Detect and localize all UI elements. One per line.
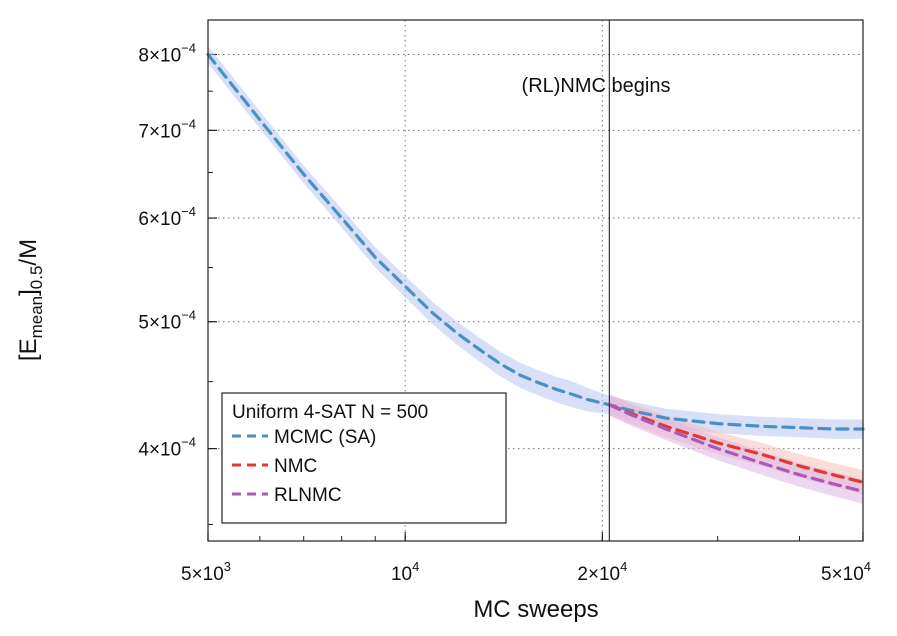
- y-tick-label: 6×10−4: [138, 204, 196, 230]
- legend-entry: NMC: [274, 456, 317, 477]
- series-line: [206, 52, 865, 431]
- y-tick-label: 7×10−4: [138, 116, 196, 142]
- x-tick-label: 5×104: [821, 559, 871, 585]
- y-axis-label: [Emean]0.5/M: [15, 239, 46, 361]
- legend-entry: RLNMC: [274, 485, 342, 506]
- x-tick-label: 5×103: [181, 559, 231, 585]
- plot-frame: [207, 19, 864, 542]
- uncertainty-band: [208, 46, 863, 439]
- series-line: [607, 403, 865, 493]
- legend-entry: MCMC (SA): [274, 427, 376, 448]
- y-tick-label: 4×10−4: [138, 435, 196, 461]
- tick-labels: 5×103 104 2×104 5×104 4×10−4 5×10−4 6×10−4 7×10…: [138, 40, 871, 585]
- legend-items: MCMC (SA) NMC RLNMC: [232, 427, 376, 506]
- y-tick-label: 5×10−4: [138, 308, 196, 334]
- x-tick-label: 2×104: [577, 559, 627, 585]
- x-tick-label: 104: [391, 559, 419, 585]
- vline-annotation: (RL)NMC begins: [522, 75, 671, 97]
- legend: Uniform 4-SAT N = 500 MCMC (SA) NMC RLNMC: [221, 392, 507, 524]
- y-tick-label: 8×10−4: [138, 40, 196, 66]
- legend-box: [221, 392, 507, 524]
- x-axis-label: MC sweeps: [473, 596, 598, 623]
- series-layer: [206, 46, 865, 504]
- legend-title: Uniform 4-SAT N = 500: [232, 402, 428, 423]
